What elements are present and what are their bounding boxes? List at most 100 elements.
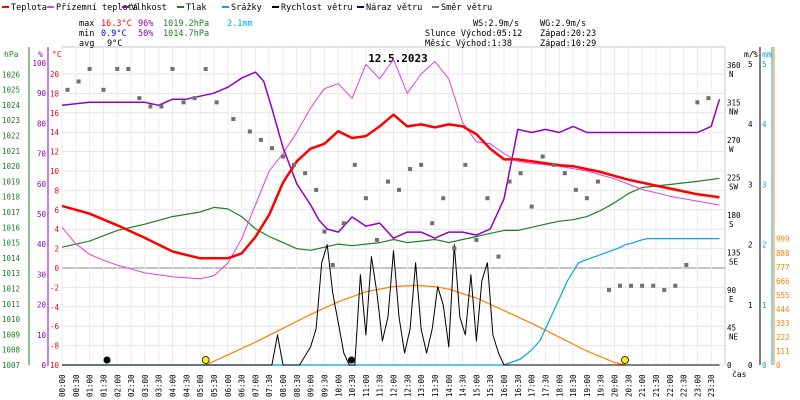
humidity-line <box>61 71 721 239</box>
solar-tick-label: 555 <box>776 291 790 300</box>
temperature-tick-label: 0 <box>54 264 59 273</box>
wind-direction-point <box>640 283 645 288</box>
wind-tick-label: 4 <box>748 120 753 129</box>
stats-block: max 16.3°C 96% 1019.2hPa 2.1mm min 0.9°C… <box>79 19 253 49</box>
legend-label: Přízemní teplota <box>56 3 138 13</box>
solar-tick-label: 0 <box>776 361 781 370</box>
time-tick-label: 08:30 <box>293 374 302 397</box>
wind-speed-info: WS:2.9m/s <box>473 19 519 29</box>
time-tick-label: 05:00 <box>196 374 205 397</box>
time-tick-label: 19:00 <box>583 374 592 397</box>
direction-axis-unit: ° <box>752 50 757 59</box>
sunset-marker <box>621 356 629 364</box>
temperature-tick-label: -8 <box>50 342 60 351</box>
wind-direction-point <box>408 167 413 172</box>
legend-label: Směr větru <box>441 3 492 13</box>
time-tick-label: 15:30 <box>486 374 495 397</box>
time-tick-label: 23:00 <box>693 374 702 397</box>
time-tick-label: 19:30 <box>597 374 606 397</box>
pressure-tick-label: 1007 <box>2 361 20 370</box>
legend-label: Náraz větru <box>366 3 422 13</box>
solar-tick-label: 222 <box>776 333 790 342</box>
wind-direction-point <box>314 187 319 192</box>
moonset-info: Západ:10:29 <box>540 39 596 49</box>
temperature-tick-label: 2 <box>54 245 59 254</box>
time-tick-label: 01:30 <box>99 374 108 397</box>
time-tick-label: 10:00 <box>334 374 343 397</box>
wind-direction-point <box>303 171 308 176</box>
solar-tick-label: 111 <box>776 347 790 356</box>
wind-direction-point <box>474 237 479 242</box>
pressure-tick-label: 1020 <box>2 162 21 171</box>
time-tick-label: 11:30 <box>376 374 385 397</box>
wind-tick-label: 2 <box>748 241 753 250</box>
solar-tick-label: 999 <box>776 235 790 244</box>
wind-direction-point <box>673 283 678 288</box>
solar-tick-label: 333 <box>776 319 790 328</box>
wind-direction-point <box>363 196 368 201</box>
wind-direction-point <box>706 96 711 101</box>
time-tick-label: 11:00 <box>362 374 371 397</box>
time-tick-label: 20:30 <box>624 374 633 397</box>
stats-min-hum: 50% <box>138 29 153 39</box>
wind-direction-point <box>341 221 346 226</box>
stats-min-press: 1014.7hPa <box>163 29 209 39</box>
chart-title: 12.5.2023 <box>368 52 428 65</box>
pressure-axis-unit: hPa <box>4 50 19 59</box>
direction-tick-label: 0 <box>727 361 732 370</box>
humidity-tick-label: 80 <box>37 119 47 128</box>
time-tick-label: 02:00 <box>113 374 122 397</box>
x-axis-unit: čas <box>732 369 747 379</box>
ground-temperature-line <box>61 59 720 280</box>
wind-direction-point <box>214 100 219 105</box>
time-tick-label: 03:30 <box>155 374 164 397</box>
wind-direction-point <box>269 146 274 151</box>
legend-label: Srážky <box>231 3 262 13</box>
time-tick-label: 21:30 <box>652 374 661 397</box>
pressure-tick-label: 1011 <box>2 300 20 309</box>
time-tick-label: 05:30 <box>210 374 219 397</box>
wind-direction-point <box>330 262 335 267</box>
solar-tick-label: 666 <box>776 277 790 286</box>
time-tick-label: 08:00 <box>279 374 288 397</box>
legend-label: Teplota <box>11 3 47 13</box>
time-tick-label: 17:00 <box>528 374 537 397</box>
wind-direction-point <box>573 187 578 192</box>
pressure-tick-label: 1025 <box>2 86 20 95</box>
wind-direction-point <box>485 196 490 201</box>
stats-max-press: 1019.2hPa <box>163 19 209 29</box>
chart-marks <box>61 59 721 366</box>
pressure-tick-label: 1014 <box>2 254 21 263</box>
wind-direction-point <box>374 237 379 242</box>
wind-direction-point <box>292 162 297 167</box>
pressure-tick-label: 1024 <box>2 101 21 110</box>
temperature-tick-label: -4 <box>50 303 60 312</box>
solar-tick-label: 888 <box>776 249 790 258</box>
humidity-tick-label: 10 <box>37 331 47 340</box>
time-tick-label: 21:00 <box>638 374 647 397</box>
wind-direction-point <box>352 162 357 167</box>
rain-line <box>62 238 720 366</box>
pressure-tick-label: 1009 <box>2 330 20 339</box>
direction-tick-label: SW <box>729 182 739 191</box>
stats-max-hum: 96% <box>138 19 153 29</box>
stats-max-label: max <box>79 19 94 29</box>
wind-direction-point <box>496 254 501 259</box>
temperature-tick-label: -6 <box>50 322 60 331</box>
wind-direction-point <box>170 66 175 71</box>
wind-direction-point <box>115 66 120 71</box>
legend-label: Rychlost větru <box>281 3 353 13</box>
direction-tick-label: S <box>729 220 734 229</box>
temperature-line <box>61 113 720 260</box>
solar-tick-label: 777 <box>776 263 790 272</box>
rain-tick-label: 2 <box>762 241 767 250</box>
direction-tick-label: 90 <box>727 286 737 295</box>
rain-tick-label: 0 <box>762 361 767 370</box>
axes: 1026102510241023102210211020101910181017… <box>2 47 790 397</box>
wind-direction-point <box>551 162 556 167</box>
temperature-tick-label: 6 <box>54 206 59 215</box>
wind-tick-label: 1 <box>748 301 753 310</box>
pressure-tick-label: 1022 <box>2 132 20 141</box>
humidity-tick-label: 100 <box>32 59 46 68</box>
